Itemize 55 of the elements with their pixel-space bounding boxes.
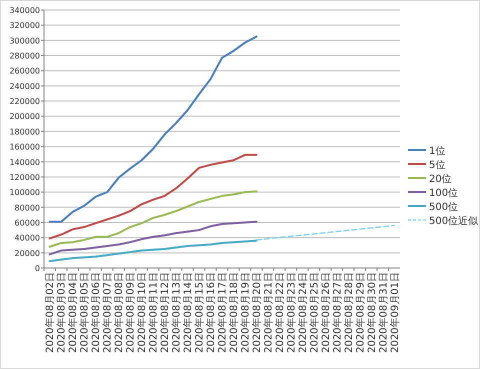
x-tick-label: 2020年08月18日 <box>228 272 240 353</box>
y-tick-label: 60000 <box>14 218 40 228</box>
y-tick-label: 300000 <box>9 36 40 46</box>
x-tick-label: 2020年08月06日 <box>90 272 102 353</box>
x-tick-label: 2020年08月20日 <box>250 272 263 353</box>
x-tick-label: 2020年08月30日 <box>366 272 378 353</box>
x-tick-label: 2020年08月24日 <box>296 272 309 353</box>
x-tick-label: 2020年08月23日 <box>285 272 298 353</box>
x-tick-label: 2020年08月04日 <box>67 272 80 353</box>
y-tick-label: 180000 <box>9 127 40 136</box>
y-tick-label: 20000 <box>14 248 40 258</box>
x-tick-label: 2020年08月29日 <box>354 272 366 353</box>
legend-label: 500位近似 <box>429 215 478 227</box>
x-tick-label: 2020年08月19日 <box>239 272 252 353</box>
x-tick-label: 2020年08月03日 <box>56 272 68 353</box>
x-tick-label: 2020年08月26日 <box>320 272 332 353</box>
x-tick-label: 2020年08月12日 <box>159 272 172 353</box>
x-tick-label: 2020年08月10日 <box>136 272 148 353</box>
x-tick-label: 2020年08月16日 <box>205 272 218 353</box>
y-tick-label: 200000 <box>9 112 40 122</box>
y-tick-label: 40000 <box>14 234 40 243</box>
y-tick-label: 240000 <box>9 82 40 91</box>
y-tick-label: 0 <box>34 264 40 273</box>
x-tick-label: 2020年08月14日 <box>182 272 194 353</box>
legend-label: 1位 <box>429 145 446 157</box>
legend-label: 5位 <box>429 159 446 171</box>
x-tick-label: 2020年08月07日 <box>102 272 114 353</box>
x-tick-label: 2020年08月31日 <box>377 272 390 353</box>
y-tick-label: 220000 <box>9 97 40 106</box>
x-tick-label: 2020年08月28日 <box>342 272 355 353</box>
legend-label: 100位 <box>429 187 458 199</box>
y-tick-label: 260000 <box>9 66 40 76</box>
y-tick-label: 120000 <box>9 172 40 182</box>
x-tick-label: 2020年08月13日 <box>170 272 183 353</box>
x-tick-label: 2020年08月15日 <box>194 272 206 353</box>
x-tick-label: 2020年08月22日 <box>274 272 286 353</box>
x-tick-label: 2020年08月09日 <box>124 272 137 353</box>
x-tick-label: 2020年08月11日 <box>148 272 160 353</box>
y-tick-label: 280000 <box>9 52 40 61</box>
y-tick-label: 160000 <box>9 142 40 152</box>
x-tick-label: 2020年08月21日 <box>262 272 274 353</box>
x-tick-label: 2020年08月17日 <box>216 272 228 353</box>
legend-label: 500位 <box>429 201 458 213</box>
x-tick-label: 2020年09月01日 <box>388 272 401 353</box>
y-tick-label: 100000 <box>9 188 40 198</box>
x-tick-label: 2020年08月05日 <box>78 272 91 353</box>
x-tick-label: 2020年08月08日 <box>113 272 126 353</box>
x-tick-label: 2020年08月02日 <box>44 272 56 353</box>
y-tick-label: 320000 <box>9 21 40 30</box>
y-tick-label: 80000 <box>14 203 40 212</box>
y-tick-label: 340000 <box>9 6 40 15</box>
y-tick-label: 140000 <box>9 158 40 167</box>
legend-label: 20位 <box>429 173 452 185</box>
x-tick-label: 2020年08月27日 <box>331 272 344 353</box>
x-tick-label: 2020年08月25日 <box>308 272 320 353</box>
